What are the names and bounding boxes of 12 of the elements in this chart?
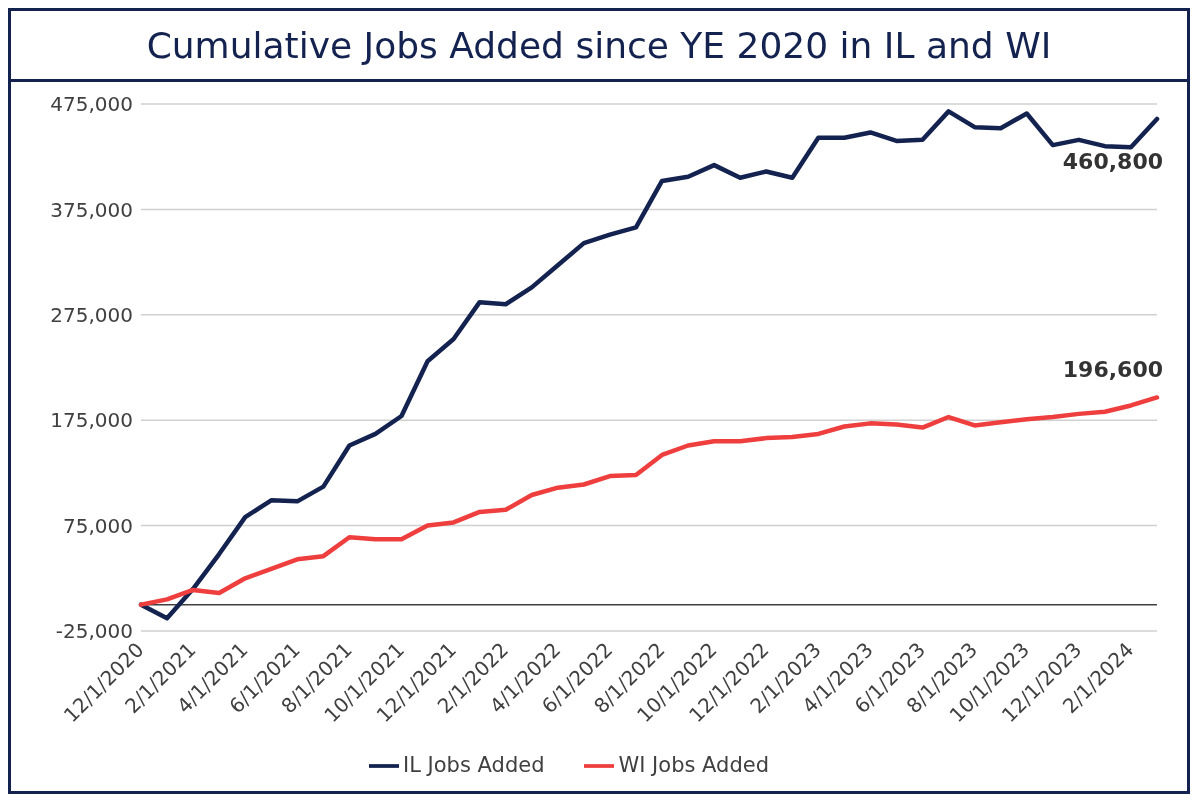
data-label: 196,600	[1062, 357, 1163, 383]
y-tick-label: 375,000	[50, 197, 133, 222]
data-label: 460,800	[1062, 148, 1163, 174]
y-tick-label: 75,000	[63, 513, 133, 538]
y-tick-label: -25,000	[55, 619, 133, 644]
legend-label: IL Jobs Added	[403, 753, 545, 777]
y-tick-label: 475,000	[50, 92, 133, 117]
chart-title: Cumulative Jobs Added since YE 2020 in IL and WI	[11, 11, 1187, 82]
y-tick-label: 275,000	[50, 302, 133, 327]
legend-label: WI Jobs Added	[618, 753, 769, 777]
y-tick-label: 175,000	[50, 408, 133, 433]
line-series	[138, 395, 1160, 607]
